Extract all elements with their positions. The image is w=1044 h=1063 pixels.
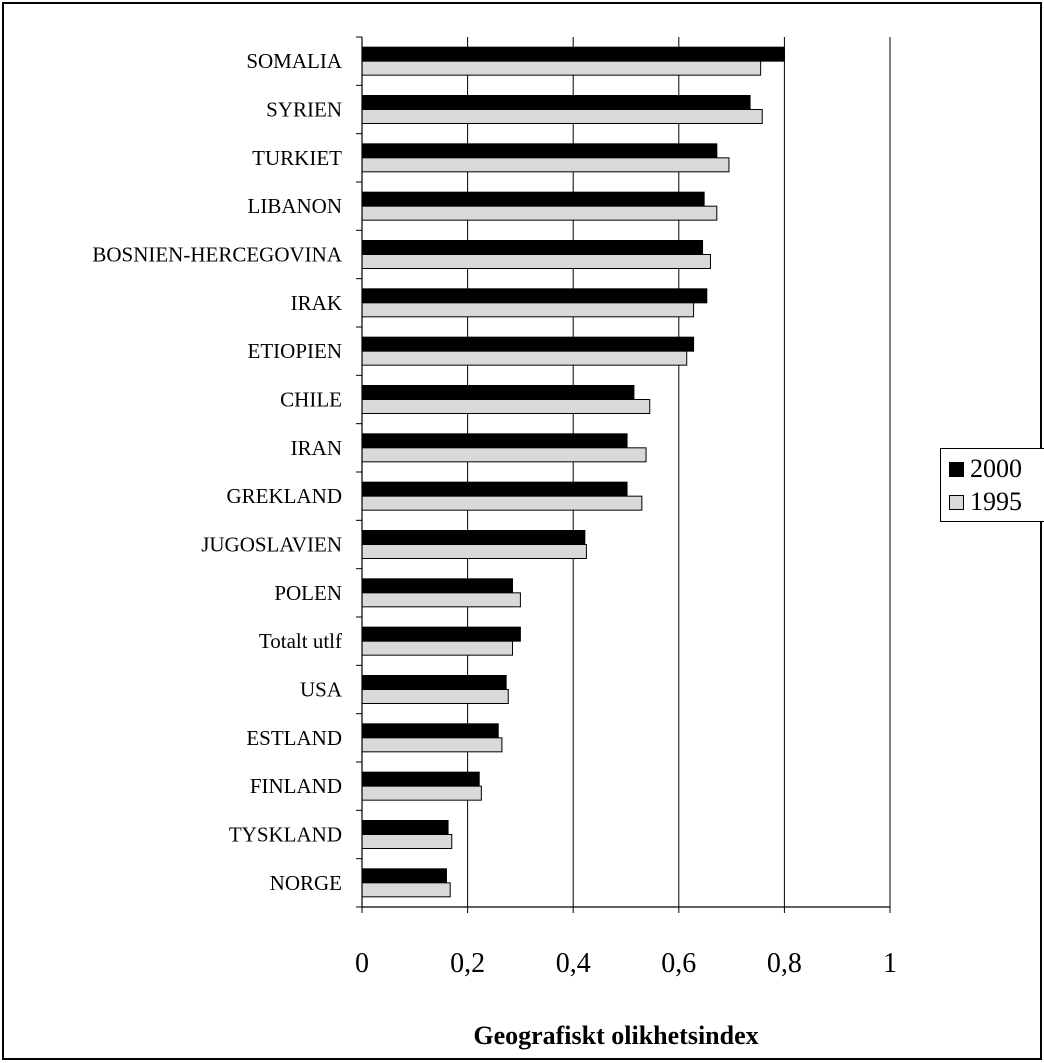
bar-2000-9	[361, 481, 628, 497]
bar-1995-0	[361, 60, 762, 76]
bar-2000-12	[361, 626, 521, 642]
category-label-17: NORGE	[270, 871, 342, 895]
bar-2000-6	[361, 336, 695, 352]
bar-2000-16	[361, 820, 449, 835]
bar-2000-0	[361, 46, 785, 62]
category-label-6: ETIOPIEN	[248, 339, 342, 363]
category-label-13: USA	[300, 678, 343, 702]
category-label-0: SOMALIA	[246, 49, 343, 73]
category-label-1: SYRIEN	[266, 98, 342, 122]
bar-2000-13	[361, 675, 507, 690]
category-label-5: IRAK	[291, 291, 342, 315]
bar-2000-1	[361, 95, 751, 110]
category-label-16: TYSKLAND	[229, 823, 342, 847]
bar-2000-17	[361, 868, 447, 884]
category-label-9: GREKLAND	[227, 484, 343, 508]
bar-1995-17	[361, 882, 451, 898]
bar-1995-15	[361, 785, 482, 801]
x-tick-label-1: 0,2	[450, 948, 485, 979]
bar-1995-16	[361, 834, 453, 849]
gridlines	[467, 37, 891, 907]
tick-labels: 0 0,2 0,4 0,6 0,8 1	[355, 948, 897, 979]
bar-2000-5	[361, 288, 708, 304]
bar-2000-4	[361, 240, 704, 255]
category-label-10: JUGOSLAVIEN	[201, 533, 342, 557]
bar-2000-14	[361, 723, 499, 739]
category-label-14: ESTLAND	[246, 726, 342, 750]
bar-1995-14	[361, 737, 503, 753]
legend-swatch-series-0	[949, 461, 964, 477]
category-label-8: IRAN	[291, 436, 342, 460]
bar-1995-10	[361, 544, 587, 559]
category-label-12: Totalt utlf	[259, 629, 342, 653]
bar-1995-1	[361, 109, 763, 124]
category-label-11: POLEN	[274, 581, 342, 605]
legend-item-series-0: 2000	[949, 454, 1022, 484]
legend-label-series-0: 2000	[970, 454, 1022, 483]
legend: 2000 1995	[940, 448, 1044, 522]
bar-2000-7	[361, 385, 635, 400]
axes	[356, 36, 891, 913]
bars	[361, 46, 785, 898]
bar-2000-11	[361, 578, 513, 594]
bar-1995-7	[361, 399, 651, 414]
category-label-2: TURKIET	[252, 146, 342, 170]
bar-1995-4	[361, 254, 711, 269]
bar-1995-9	[361, 495, 643, 511]
category-label-7: CHILE	[280, 388, 342, 412]
bar-1995-11	[361, 592, 521, 608]
legend-item-series-1: 1995	[949, 487, 1022, 517]
bar-2000-2	[361, 143, 718, 159]
bar-chart: SOMALIA SYRIEN TURKIET LIBANON BOSNIEN-HERCE…	[92, 36, 897, 1050]
bar-1995-13	[361, 689, 509, 704]
x-tick-label-5: 1	[883, 948, 897, 979]
category-label-4: BOSNIEN-HERCEGOVINA	[92, 243, 342, 267]
bar-1995-12	[361, 640, 513, 656]
bar-1995-8	[361, 447, 647, 463]
bar-2000-15	[361, 771, 480, 787]
bar-2000-8	[361, 433, 628, 449]
x-tick-label-4: 0,8	[767, 948, 802, 979]
bar-1995-6	[361, 350, 688, 366]
x-tick-label-2: 0,4	[556, 948, 591, 979]
bar-1995-5	[361, 302, 695, 318]
category-label-15: FINLAND	[250, 774, 342, 798]
x-axis-title: Geografiskt olikhetsindex	[473, 1021, 758, 1050]
bar-2000-10	[361, 530, 586, 545]
bar-2000-3	[361, 191, 705, 207]
x-tick-label-0: 0	[355, 948, 369, 979]
legend-label-series-1: 1995	[970, 487, 1022, 516]
x-tick-label-3: 0,6	[661, 948, 696, 979]
category-label-3: LIBANON	[248, 194, 343, 218]
category-labels: SOMALIA SYRIEN TURKIET LIBANON BOSNIEN-HERCE…	[92, 49, 342, 895]
bar-1995-3	[361, 205, 718, 221]
bar-1995-2	[361, 157, 730, 173]
legend-swatch-series-1	[949, 494, 964, 510]
